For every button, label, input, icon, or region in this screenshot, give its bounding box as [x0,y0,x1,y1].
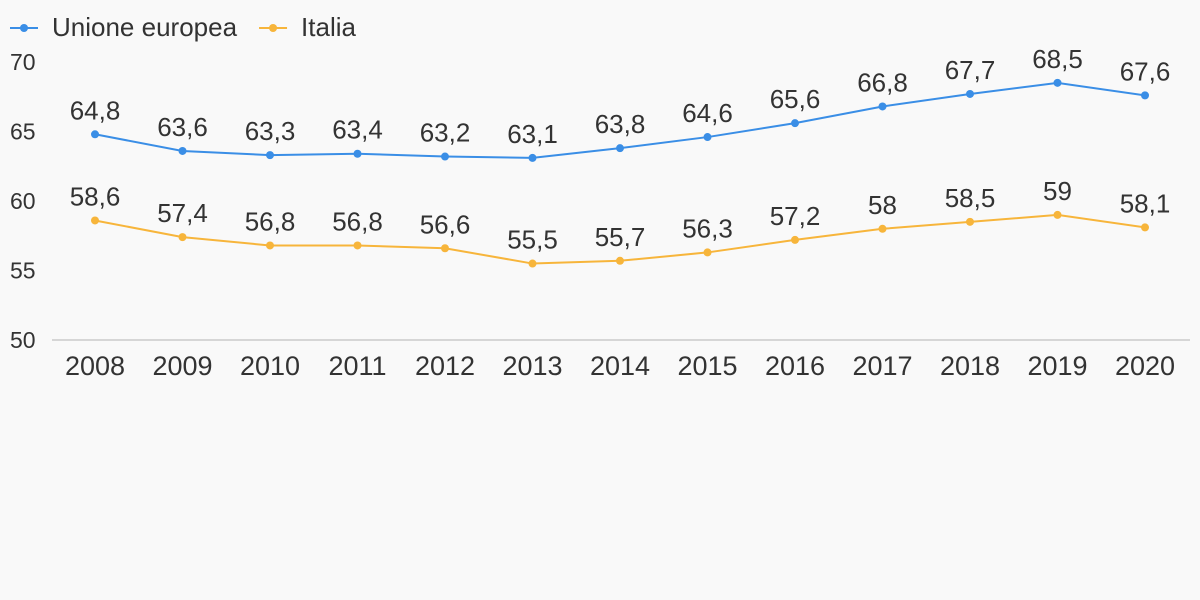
data-label: 64,8 [70,95,121,125]
legend-item-0[interactable]: Unione europea [10,12,238,42]
data-label: 55,5 [507,225,558,255]
x-tick-label: 2012 [415,351,475,381]
x-tick-label: 2019 [1027,351,1087,381]
data-point[interactable] [441,244,449,253]
y-tick-label: 65 [10,119,36,145]
data-label: 58,6 [70,181,121,211]
data-label: 56,8 [332,206,383,236]
data-point[interactable] [791,119,799,128]
data-point[interactable] [91,216,99,225]
data-point[interactable] [616,144,624,153]
data-label: 57,2 [770,201,821,231]
y-tick-label: 50 [10,327,36,353]
data-point[interactable] [528,259,537,268]
data-point[interactable] [178,146,187,155]
data-label: 63,1 [507,119,558,149]
x-axis: 2008 2009 2010 2011 2012 2013 2014 2015 2016 2017… [65,351,1175,381]
data-label: 67,7 [945,55,996,85]
legend: Unione europea Italia [10,12,357,42]
data-point[interactable] [441,152,449,161]
x-tick-label: 2011 [328,351,386,381]
data-label: 56,8 [245,206,296,236]
x-tick-label: 2018 [940,351,1000,381]
data-point[interactable] [703,133,712,142]
legend-marker-icon [269,24,278,32]
data-label: 65,6 [770,84,821,114]
x-tick-label: 2017 [852,351,912,381]
data-point[interactable] [1053,210,1062,219]
data-point[interactable] [528,153,537,162]
data-point[interactable] [1141,91,1149,100]
y-tick-label: 70 [10,49,36,75]
data-point[interactable] [266,151,274,160]
data-point[interactable] [1141,223,1149,232]
data-label: 63,4 [332,115,383,145]
data-label: 63,6 [157,112,208,142]
legend-label: Unione europea [52,12,238,42]
data-point[interactable] [353,149,362,158]
data-label: 56,6 [420,209,471,239]
data-label: 63,3 [245,116,296,146]
y-axis: 50 55 60 65 70 [10,49,36,353]
data-point[interactable] [1053,78,1062,87]
data-label: 58,1 [1120,188,1171,218]
legend-marker-icon [20,24,28,32]
series-group [91,78,1149,268]
x-tick-label: 2008 [65,351,125,381]
data-label: 64,6 [682,98,733,128]
data-label: 66,8 [857,67,908,97]
data-point[interactable] [703,248,712,257]
data-point[interactable] [353,241,362,250]
x-tick-label: 2014 [590,351,650,381]
data-point[interactable] [966,89,974,98]
data-point[interactable] [791,235,799,244]
data-labels: 64,8 63,6 63,3 63,4 63,2 63,1 63,8 64,6 65,6 66,8… [70,44,1171,255]
x-tick-label: 2013 [502,351,562,381]
x-tick-label: 2015 [677,351,737,381]
data-point[interactable] [91,130,99,139]
data-label: 68,5 [1032,44,1083,74]
y-tick-label: 55 [10,258,36,284]
data-point[interactable] [878,102,887,111]
x-tick-label: 2020 [1115,351,1175,381]
data-point[interactable] [178,233,187,242]
data-label: 55,7 [595,222,646,252]
data-label: 58 [868,190,897,220]
data-label: 63,8 [595,109,646,139]
data-label: 56,3 [682,213,733,243]
legend-item-1[interactable]: Italia [259,12,357,42]
data-label: 59 [1043,176,1072,206]
data-label: 58,5 [945,183,996,213]
y-tick-label: 60 [10,188,36,214]
data-label: 57,4 [157,198,208,228]
data-label: 67,6 [1120,56,1171,86]
x-tick-label: 2010 [240,351,300,381]
x-tick-label: 2016 [765,351,825,381]
data-point[interactable] [616,256,624,265]
x-tick-label: 2009 [152,351,212,381]
data-point[interactable] [266,241,274,250]
legend-label: Italia [301,12,356,42]
data-point[interactable] [878,224,887,233]
data-label: 63,2 [420,118,471,148]
data-point[interactable] [966,217,974,226]
